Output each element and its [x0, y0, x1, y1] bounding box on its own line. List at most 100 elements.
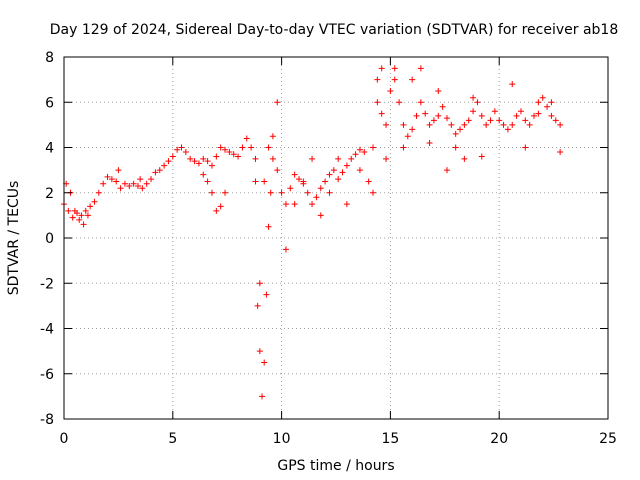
data-point	[222, 146, 229, 153]
data-point	[252, 155, 259, 162]
data-point	[448, 121, 455, 128]
data-point	[457, 126, 464, 133]
data-point	[139, 185, 146, 192]
data-point	[430, 117, 437, 124]
data-point	[261, 178, 268, 185]
data-point	[82, 207, 89, 214]
data-point	[117, 185, 124, 192]
data-point	[208, 162, 215, 169]
data-point	[113, 178, 120, 185]
data-point	[204, 158, 211, 165]
data-point	[80, 221, 87, 228]
y-axis-label: SDTVAR / TECUs	[6, 181, 22, 296]
data-point	[296, 176, 303, 183]
data-point	[222, 189, 229, 196]
data-point	[204, 178, 211, 185]
data-point	[483, 121, 490, 128]
data-point	[300, 178, 307, 185]
data-point	[267, 189, 274, 196]
data-point	[291, 201, 298, 208]
data-point	[335, 176, 342, 183]
data-point	[517, 108, 524, 115]
data-point	[535, 99, 542, 106]
data-point	[191, 158, 198, 165]
y-tick-label: 8	[45, 50, 54, 66]
data-point	[213, 207, 220, 214]
data-point	[500, 121, 507, 128]
data-point	[391, 76, 398, 83]
data-point	[76, 216, 83, 223]
data-point	[409, 76, 416, 83]
data-point	[522, 117, 529, 124]
y-tick-label: -4	[40, 322, 54, 338]
series-group	[63, 65, 564, 400]
data-point	[108, 176, 115, 183]
data-point	[169, 153, 176, 160]
data-point	[378, 110, 385, 117]
data-point	[343, 201, 350, 208]
data-point	[182, 149, 189, 156]
data-point	[239, 144, 246, 151]
x-axis-label: GPS time / hours	[277, 458, 394, 474]
data-point	[374, 76, 381, 83]
data-point	[195, 160, 202, 167]
data-point	[178, 144, 185, 151]
data-point	[470, 94, 477, 101]
x-tick-label: 0	[60, 431, 69, 447]
data-points	[61, 65, 564, 400]
data-point	[452, 130, 459, 137]
data-point	[309, 201, 316, 208]
data-point	[274, 99, 281, 106]
data-point	[400, 144, 407, 151]
data-point	[435, 112, 442, 119]
data-point	[317, 185, 324, 192]
data-point	[478, 153, 485, 160]
data-point	[269, 133, 276, 140]
data-point	[409, 126, 416, 133]
data-point	[134, 182, 141, 189]
x-tick-label: 25	[599, 431, 617, 447]
data-point	[417, 65, 424, 72]
data-point	[387, 87, 394, 94]
data-point	[361, 149, 368, 156]
data-point	[261, 359, 268, 366]
data-point	[265, 223, 272, 230]
data-point	[309, 155, 316, 162]
data-point	[200, 171, 207, 178]
data-point	[100, 180, 107, 187]
data-point	[161, 162, 168, 169]
data-point	[121, 180, 128, 187]
data-point	[526, 121, 533, 128]
x-tick-label: 20	[490, 431, 508, 447]
data-point	[126, 182, 133, 189]
data-point	[269, 155, 276, 162]
data-point	[187, 155, 194, 162]
data-point	[369, 189, 376, 196]
data-point	[443, 167, 450, 174]
data-point	[71, 207, 78, 214]
data-point	[548, 99, 555, 106]
data-point	[452, 144, 459, 151]
y-tick-label: -6	[40, 367, 54, 383]
x-tick-label: 10	[273, 431, 291, 447]
data-point	[435, 87, 442, 94]
data-point	[504, 126, 511, 133]
data-point	[322, 178, 329, 185]
data-point	[143, 180, 150, 187]
data-point	[263, 291, 270, 298]
data-point	[213, 153, 220, 160]
data-point	[557, 149, 564, 156]
data-point	[254, 302, 261, 309]
data-point	[84, 212, 91, 219]
data-point	[91, 198, 98, 205]
data-point	[383, 121, 390, 128]
data-point	[200, 155, 207, 162]
series-group	[61, 76, 564, 287]
data-point	[557, 121, 564, 128]
data-point	[422, 110, 429, 117]
data-point	[470, 108, 477, 115]
y-tick-label: 4	[45, 141, 54, 157]
data-point	[396, 99, 403, 106]
data-point	[235, 153, 242, 160]
